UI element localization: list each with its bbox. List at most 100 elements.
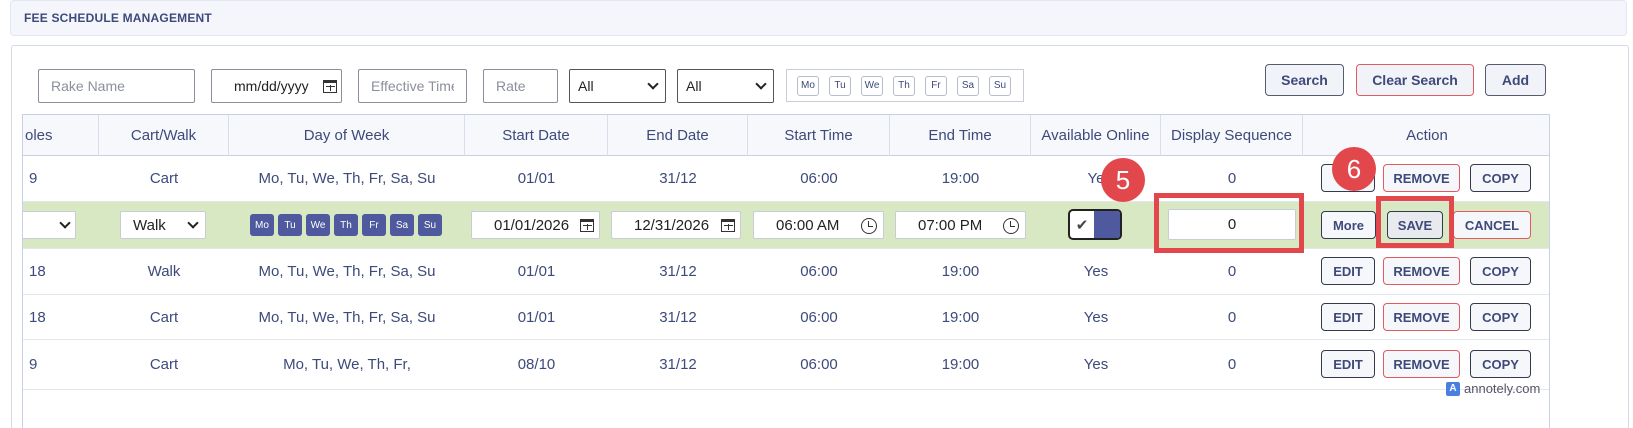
- table-row: 9 Cart Mo, Tu, We, Th, Fr, 08/10 31/12 0…: [23, 340, 1549, 390]
- edit-day-th[interactable]: Th: [334, 214, 358, 236]
- end-time-input[interactable]: 07:00 PM: [895, 211, 1026, 239]
- date-input[interactable]: mm/dd/yyyy: [211, 69, 342, 103]
- cell-roles: 9: [29, 170, 38, 187]
- filter-select-2-value: All: [686, 78, 702, 94]
- cell-end-time: 19:00: [941, 308, 980, 326]
- cart-walk-value: Walk: [133, 216, 166, 234]
- col-roles: oles: [23, 115, 99, 156]
- cell-start-time: 06:00: [800, 263, 838, 280]
- add-button[interactable]: Add: [1485, 64, 1546, 96]
- col-start-time: Start Time: [748, 115, 890, 156]
- table-row-editing: Walk Mo Tu We Th Fr Sa Su 01/01/2026 12/…: [23, 202, 1549, 249]
- start-time-value: 06:00 AM: [776, 216, 840, 234]
- cell-start-date: 08/10: [517, 356, 556, 373]
- clock-icon[interactable]: [1003, 218, 1019, 234]
- day-filter-th[interactable]: Th: [893, 75, 915, 96]
- cell-end-time: 19:00: [941, 170, 980, 187]
- cancel-button[interactable]: CANCEL: [1453, 211, 1531, 239]
- edit-day-sa[interactable]: Sa: [390, 214, 414, 236]
- cell-roles: 9: [29, 356, 38, 373]
- watermark: A annotely.com: [1446, 381, 1540, 396]
- cell-sequence: 0: [1227, 356, 1237, 373]
- clear-search-button[interactable]: Clear Search: [1356, 64, 1474, 96]
- display-sequence-input[interactable]: 0: [1168, 209, 1296, 240]
- col-display-sequence: Display Sequence: [1161, 115, 1303, 156]
- col-end-time: End Time: [890, 115, 1031, 156]
- day-filter-sa[interactable]: Sa: [957, 75, 979, 96]
- page-title: FEE SCHEDULE MANAGEMENT: [24, 11, 212, 25]
- roles-select[interactable]: [23, 211, 76, 239]
- start-date-input[interactable]: 01/01/2026: [471, 211, 600, 239]
- end-date-value: 12/31/2026: [634, 216, 710, 234]
- day-filter-su[interactable]: Su: [989, 75, 1011, 96]
- cell-sequence: 0: [1227, 308, 1237, 326]
- calendar-icon[interactable]: [323, 79, 337, 93]
- col-available-online: Available Online: [1031, 115, 1161, 156]
- edit-button[interactable]: EDIT: [1321, 257, 1375, 285]
- header-bar: FEE SCHEDULE MANAGEMENT: [10, 0, 1627, 36]
- cart-walk-select[interactable]: Walk: [120, 211, 206, 239]
- cell-online: Yes: [1083, 263, 1109, 280]
- copy-button[interactable]: COPY: [1470, 303, 1531, 331]
- calendar-icon[interactable]: [721, 219, 735, 232]
- filter-select-1[interactable]: All: [569, 69, 666, 103]
- cell-online: Yes: [1083, 356, 1109, 373]
- rate-input[interactable]: Rate: [483, 69, 558, 103]
- display-sequence-value: 0: [1227, 216, 1237, 233]
- edit-button[interactable]: EDIT: [1321, 303, 1375, 331]
- copy-button[interactable]: COPY: [1470, 350, 1531, 378]
- edit-day-tu[interactable]: Tu: [278, 214, 302, 236]
- fee-schedule-table: oles Cart/Walk Day of Week Start Date En…: [22, 114, 1550, 428]
- watermark-text: annotely.com: [1464, 381, 1541, 396]
- chevron-down-icon: [187, 217, 199, 229]
- day-filter-we[interactable]: We: [861, 75, 883, 96]
- cell-start-time: 06:00: [800, 356, 838, 373]
- edit-day-fr[interactable]: Fr: [362, 214, 386, 236]
- cell-end-date: 31/12: [659, 170, 697, 187]
- cell-online: Ye: [1087, 170, 1105, 187]
- clock-icon[interactable]: [861, 218, 877, 234]
- cell-cart-walk: Cart: [149, 308, 179, 326]
- col-end-date: End Date: [608, 115, 748, 156]
- cell-cart-walk: Walk: [147, 263, 181, 280]
- edit-day-we[interactable]: We: [306, 214, 330, 236]
- day-filter-tu[interactable]: Tu: [829, 75, 851, 96]
- edit-day-su[interactable]: Su: [418, 214, 442, 236]
- day-filter-fr[interactable]: Fr: [925, 75, 947, 96]
- table-row: 18 Walk Mo, Tu, We, Th, Fr, Sa, Su 01/01…: [23, 249, 1549, 295]
- cell-start-date: 01/01: [517, 308, 556, 326]
- cell-start-time: 06:00: [800, 308, 838, 326]
- search-button[interactable]: Search: [1265, 64, 1344, 96]
- available-online-toggle[interactable]: ✔: [1068, 209, 1122, 240]
- save-button[interactable]: SAVE: [1387, 211, 1443, 239]
- cell-roles: 18: [29, 308, 46, 326]
- end-date-input[interactable]: 12/31/2026: [611, 211, 741, 239]
- annotation-badge-5: 5: [1101, 158, 1145, 202]
- day-filter-mo[interactable]: Mo: [797, 75, 819, 96]
- start-time-input[interactable]: 06:00 AM: [753, 211, 884, 239]
- filter-select-2[interactable]: All: [677, 69, 774, 103]
- remove-button[interactable]: REMOVE: [1383, 257, 1460, 285]
- cell-end-date: 31/12: [659, 263, 697, 280]
- date-placeholder: mm/dd/yyyy: [234, 78, 309, 94]
- cell-days: Mo, Tu, We, Th, Fr, Sa, Su: [258, 170, 436, 187]
- cell-days: Mo, Tu, We, Th, Fr,: [283, 356, 411, 373]
- copy-button[interactable]: COPY: [1470, 164, 1531, 192]
- remove-button[interactable]: REMOVE: [1383, 164, 1460, 192]
- cell-sequence: 0: [1227, 170, 1237, 187]
- col-cart-walk: Cart/Walk: [99, 115, 229, 156]
- more-button[interactable]: More: [1321, 211, 1376, 239]
- cell-days: Mo, Tu, We, Th, Fr, Sa, Su: [258, 308, 436, 326]
- edit-button[interactable]: EDIT: [1321, 350, 1375, 378]
- cell-end-date: 31/12: [659, 356, 697, 373]
- rake-name-input[interactable]: Rake Name: [38, 69, 195, 103]
- calendar-icon[interactable]: [580, 219, 594, 232]
- remove-button[interactable]: REMOVE: [1383, 303, 1460, 331]
- annotation-box-save: [1376, 196, 1454, 248]
- cell-end-date: 31/12: [659, 308, 697, 326]
- edit-day-mo[interactable]: Mo: [250, 214, 274, 236]
- effective-time-input[interactable]: Effective Time: [358, 69, 467, 103]
- annotely-logo-icon: A: [1446, 381, 1460, 396]
- remove-button[interactable]: REMOVE: [1383, 350, 1460, 378]
- copy-button[interactable]: COPY: [1470, 257, 1531, 285]
